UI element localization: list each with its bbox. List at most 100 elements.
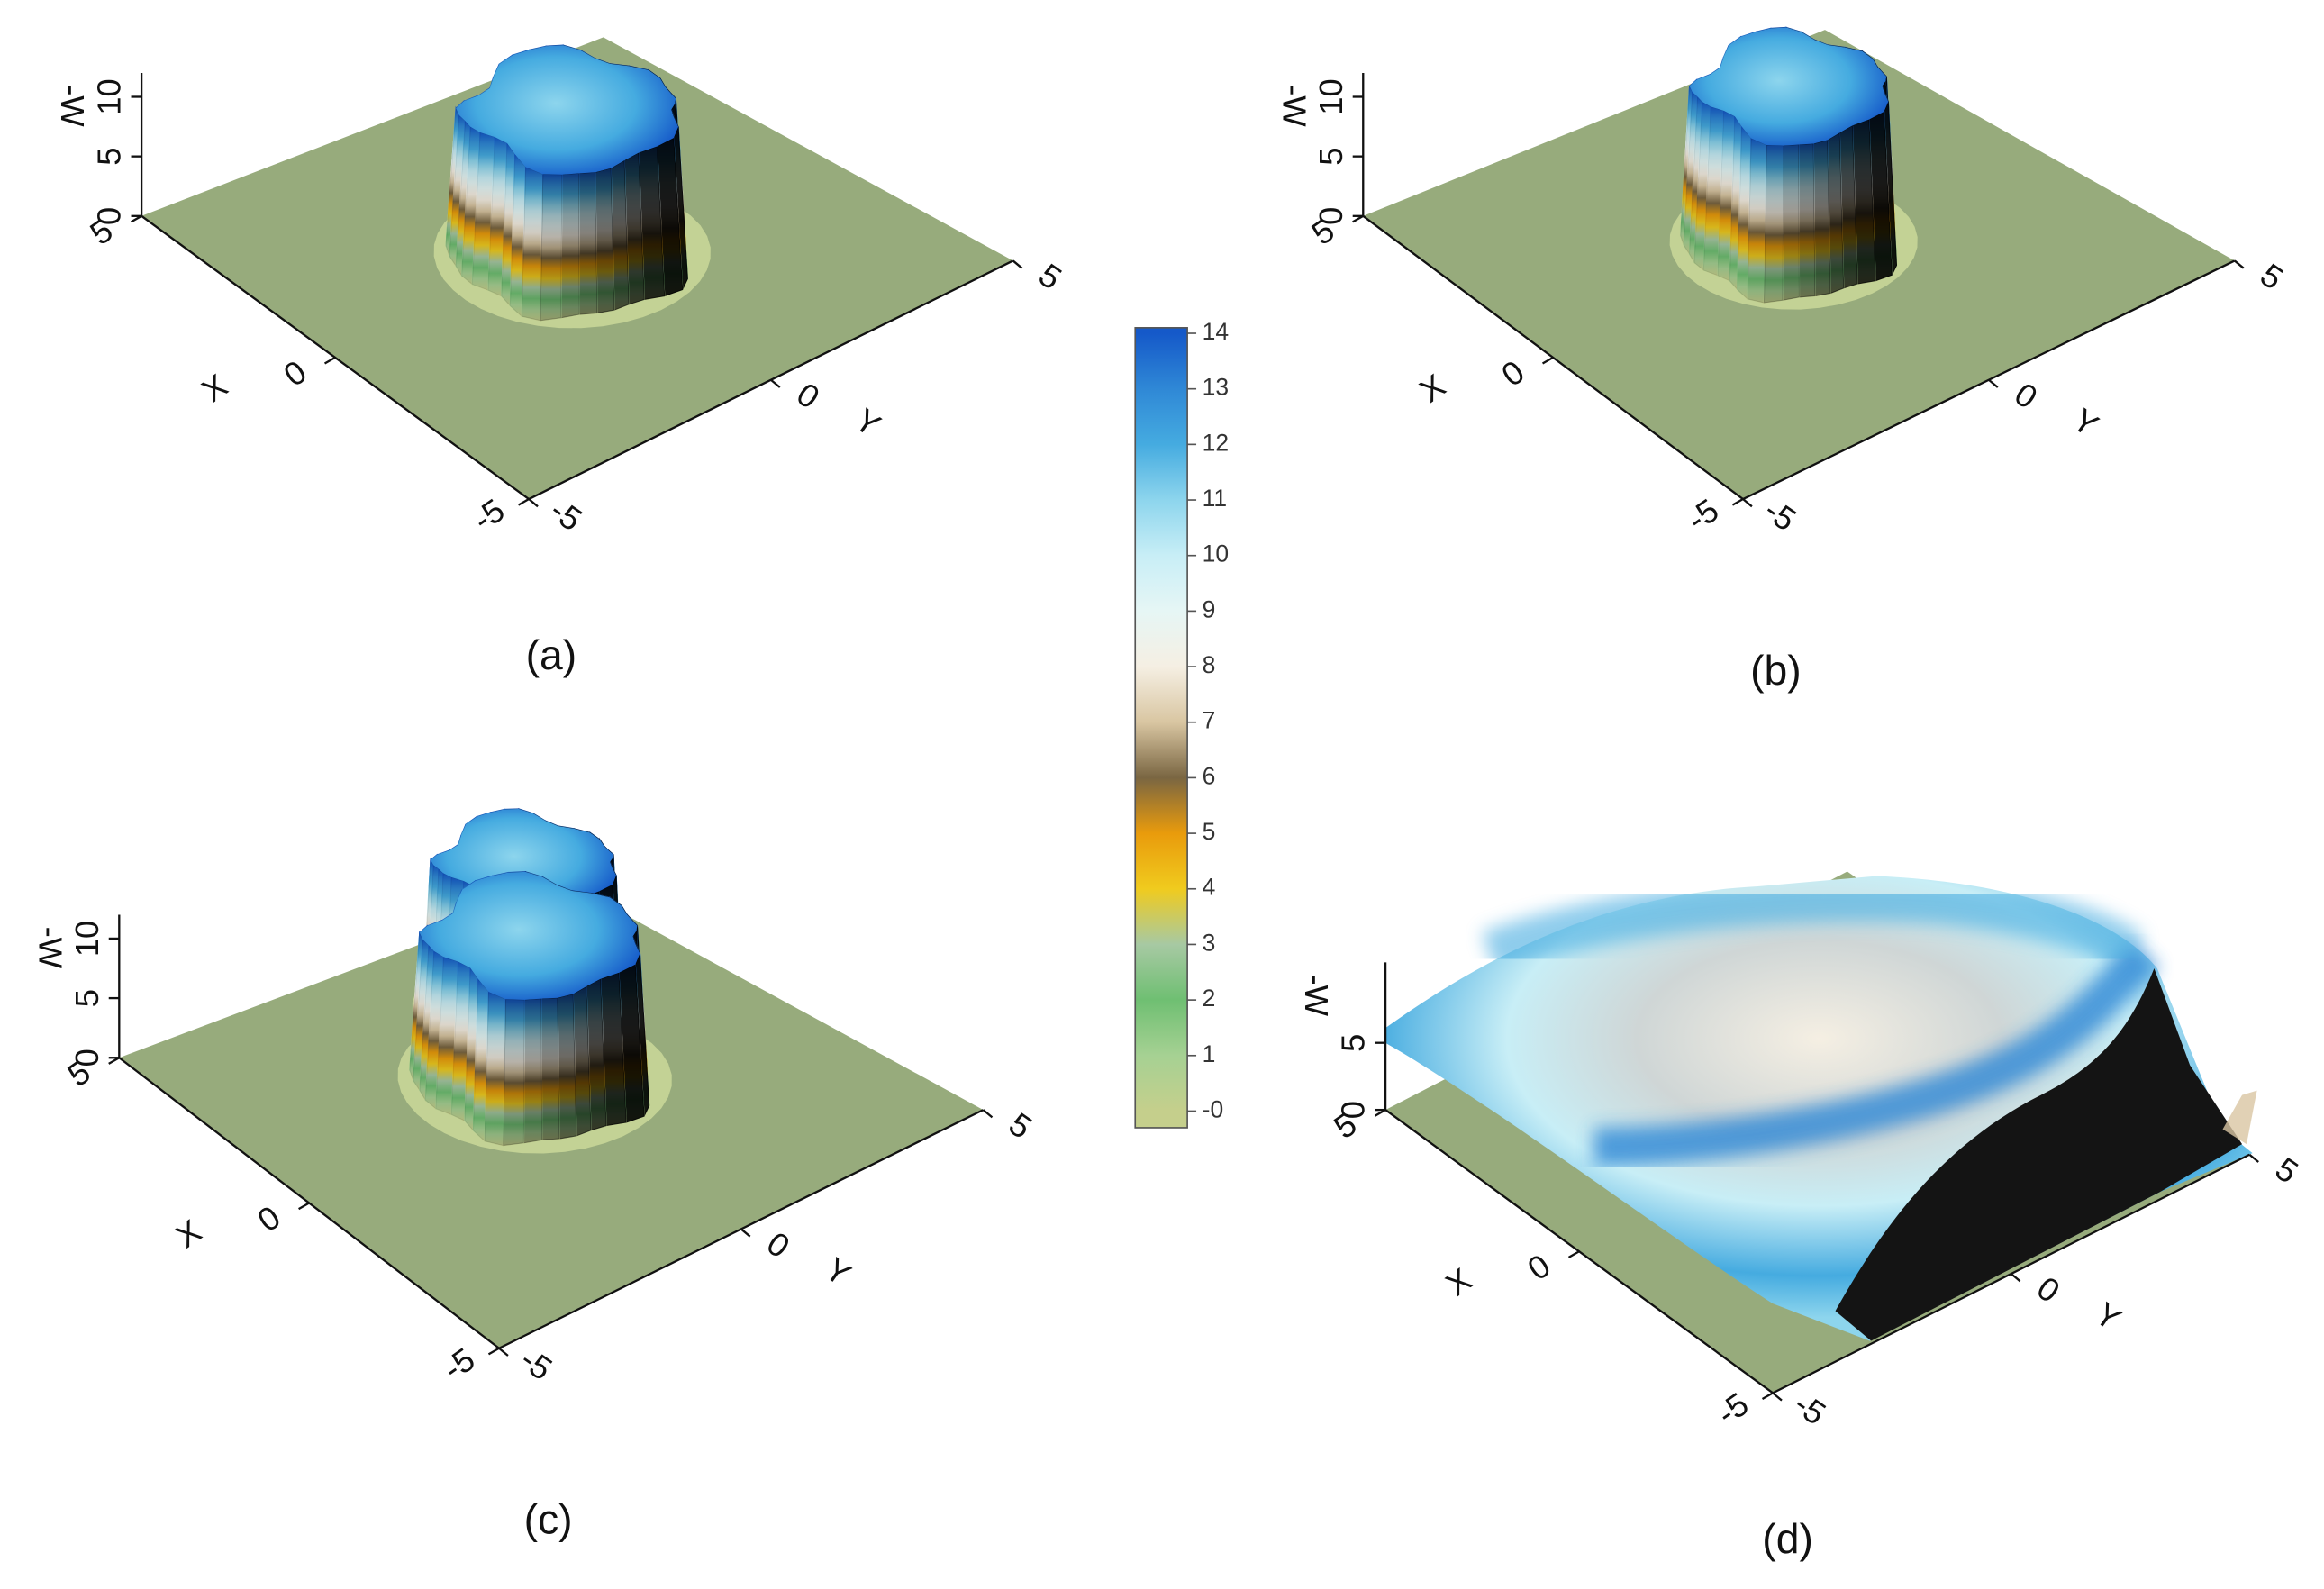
z-axis-label: -W — [54, 85, 91, 127]
x-tick — [298, 1202, 310, 1211]
x-tick — [1761, 1392, 1774, 1400]
y-tick — [1012, 259, 1023, 269]
surface-shade — [522, 998, 543, 1144]
x-tick — [487, 1347, 500, 1356]
z-tick-label: 0 — [68, 1049, 105, 1067]
z-tick-label: 10 — [68, 921, 105, 957]
x-tick-label: 0 — [250, 1198, 286, 1239]
y-axis-label: Y — [819, 1250, 858, 1294]
colorbar-tick-label: 9 — [1203, 595, 1216, 622]
surface-shade — [595, 168, 615, 314]
surface-top — [1689, 27, 1889, 146]
y-axis-label: Y — [2066, 401, 2105, 444]
z-axis-label: -W — [1298, 975, 1335, 1017]
colorbar-tick-label: 1 — [1203, 1040, 1216, 1067]
y-tick-label: -5 — [1787, 1385, 1832, 1432]
surface-shade — [1782, 143, 1800, 301]
y-tick-label: 0 — [2008, 376, 2044, 416]
z-axis-label: -W — [32, 927, 68, 969]
x-tick-label: -5 — [466, 491, 511, 538]
colorbar-tick-label: 5 — [1203, 818, 1216, 845]
y-tick — [770, 378, 781, 388]
x-axis-label: X — [1412, 367, 1451, 410]
y-tick — [2010, 1273, 2021, 1283]
colorbar-tick-label: 14 — [1203, 318, 1229, 345]
y-tick-label: 0 — [2030, 1269, 2066, 1310]
x-axis-label: X — [1439, 1261, 1477, 1304]
x-tick — [1541, 356, 1554, 365]
colorbar-tick-label: -0 — [1203, 1095, 1224, 1122]
x-axis-label: X — [169, 1212, 208, 1256]
surface-top — [419, 871, 640, 1000]
y-tick-label: 5 — [1003, 1105, 1039, 1146]
y-axis-label: Y — [2088, 1295, 2127, 1339]
colorbar-tick-label: 6 — [1203, 762, 1216, 789]
x-axis — [118, 1057, 500, 1349]
colorbar-tick-label: 10 — [1203, 540, 1229, 568]
x-tick-label: -5 — [1710, 1385, 1755, 1432]
surface-shade — [503, 998, 525, 1147]
surface-shade — [560, 172, 580, 319]
colorbar-tick-label: 2 — [1203, 985, 1216, 1012]
surface-shade — [1798, 143, 1816, 298]
y-tick — [1772, 1392, 1783, 1402]
colorbar-tick-label: 4 — [1203, 874, 1216, 901]
colorbar-tick-label: 11 — [1203, 485, 1227, 512]
surface-shade — [540, 997, 560, 1140]
x-tick-label: -5 — [436, 1340, 481, 1387]
colorbar-tick-label: 3 — [1203, 929, 1216, 956]
y-axis — [1742, 259, 2236, 501]
colorbar-tick-label: 13 — [1203, 374, 1229, 401]
y-tick-label: 5 — [2269, 1150, 2305, 1191]
surface-shade — [521, 166, 544, 322]
surface-shade — [578, 171, 598, 315]
surface-shade — [484, 991, 506, 1147]
x-tick-label: 0 — [1521, 1247, 1557, 1287]
colorbar-tick-label: 7 — [1203, 707, 1216, 734]
x-tick — [1731, 498, 1744, 506]
surface-cliff — [1835, 968, 2243, 1341]
y-tick — [1988, 378, 1999, 388]
x-tick-label: -5 — [1680, 491, 1725, 538]
colorbar-tick-label: 8 — [1203, 651, 1216, 678]
z-tick-label: 10 — [1312, 78, 1349, 114]
y-tick — [740, 1228, 751, 1238]
y-tick-label: -5 — [1757, 491, 1802, 538]
y-tick-label: 5 — [2254, 256, 2290, 296]
x-axis-label: X — [195, 367, 233, 410]
y-tick — [2234, 259, 2245, 269]
y-axis — [528, 259, 1014, 501]
y-tick-label: 5 — [1032, 256, 1068, 296]
y-axis-label: Y — [849, 401, 887, 444]
z-tick-label: 5 — [68, 989, 105, 1007]
x-tick — [323, 356, 336, 365]
z-tick-label: 0 — [1312, 207, 1349, 225]
surface-shade — [1747, 137, 1767, 304]
z-tick-label: 5 — [1335, 1034, 1372, 1052]
y-tick-label: 0 — [760, 1224, 796, 1265]
x-tick-label: 0 — [1494, 353, 1530, 394]
z-tick-label: 10 — [91, 78, 128, 114]
surface-band — [1482, 876, 2144, 975]
y-tick-label: -5 — [543, 491, 588, 538]
y-tick — [982, 1109, 994, 1119]
panel-label: (d) — [1762, 1515, 1813, 1562]
colorbar-tick-label: 12 — [1203, 429, 1229, 456]
z-tick-label: 0 — [1335, 1101, 1372, 1119]
y-tick-label: 0 — [790, 376, 826, 416]
surface-band — [1593, 940, 2159, 1167]
surface-shade — [557, 993, 577, 1140]
x-tick — [1567, 1250, 1580, 1258]
y-tick-label: -5 — [513, 1340, 558, 1387]
surface-rim — [2222, 1090, 2257, 1145]
panel-label: (b) — [1750, 647, 1802, 694]
x-tick-label: 0 — [277, 353, 313, 394]
x-tick — [517, 498, 530, 506]
surface-shade — [540, 173, 563, 322]
